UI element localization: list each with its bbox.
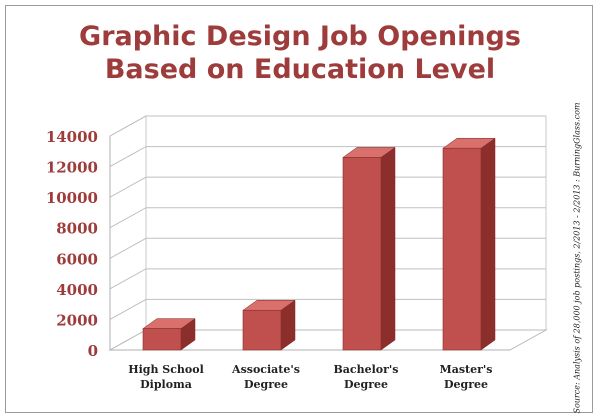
x-tick-label: High School: [128, 363, 204, 376]
gridline-2000: [109, 298, 546, 320]
source-note: Source: Analysis of 28,000 job postings,…: [572, 102, 582, 414]
chart-title-line-1: Graphic Design Job Openings: [79, 21, 521, 52]
chart-title: Graphic Design Job Openings Based on Edu…: [40, 20, 560, 86]
x-tick-label: Degree: [444, 378, 488, 391]
y-axis-ticks: 0 2000 4000 6000 8000 10000 12000 14000: [46, 128, 98, 360]
x-tick-label: Degree: [244, 378, 288, 391]
x-tick-label: Bachelor's: [334, 363, 399, 376]
x-tick-label: Diploma: [140, 378, 192, 391]
gridline-10000: [109, 176, 546, 198]
bar-4: [442, 137, 496, 351]
bars: [142, 137, 496, 351]
gridlines: [109, 115, 546, 320]
bar-3: [342, 146, 396, 351]
x-tick-label: Associate's: [231, 363, 300, 376]
bar-front: [142, 328, 182, 351]
bar-side: [380, 146, 396, 351]
bar-front: [442, 147, 482, 351]
y-tick-label: 12000: [46, 159, 98, 177]
x-tick-label: Degree: [344, 378, 388, 391]
chart-title-line-2: Based on Education Level: [104, 54, 496, 85]
gridline-4000: [109, 268, 546, 290]
x-axis-labels: High School Diploma Associate's Degree Bache…: [128, 363, 492, 391]
y-tick-label: 14000: [46, 128, 98, 146]
bar-1: [142, 318, 196, 351]
bar-side: [480, 137, 496, 351]
y-tick-label: 6000: [56, 250, 98, 268]
side-wall: [109, 115, 147, 351]
bar-front: [242, 309, 282, 351]
gridline-6000: [109, 237, 546, 259]
y-tick-label: 0: [88, 342, 98, 360]
bar-2: [242, 299, 296, 351]
gridline-12000: [109, 146, 546, 168]
y-tick-label: 10000: [46, 189, 98, 207]
gridline-8000: [109, 207, 546, 229]
y-tick-label: 8000: [56, 220, 98, 238]
bar-front: [342, 157, 382, 351]
gridline-14000: [109, 115, 546, 137]
x-tick-label: Master's: [440, 363, 493, 376]
y-tick-label: 4000: [56, 281, 98, 299]
y-tick-label: 2000: [56, 311, 98, 329]
